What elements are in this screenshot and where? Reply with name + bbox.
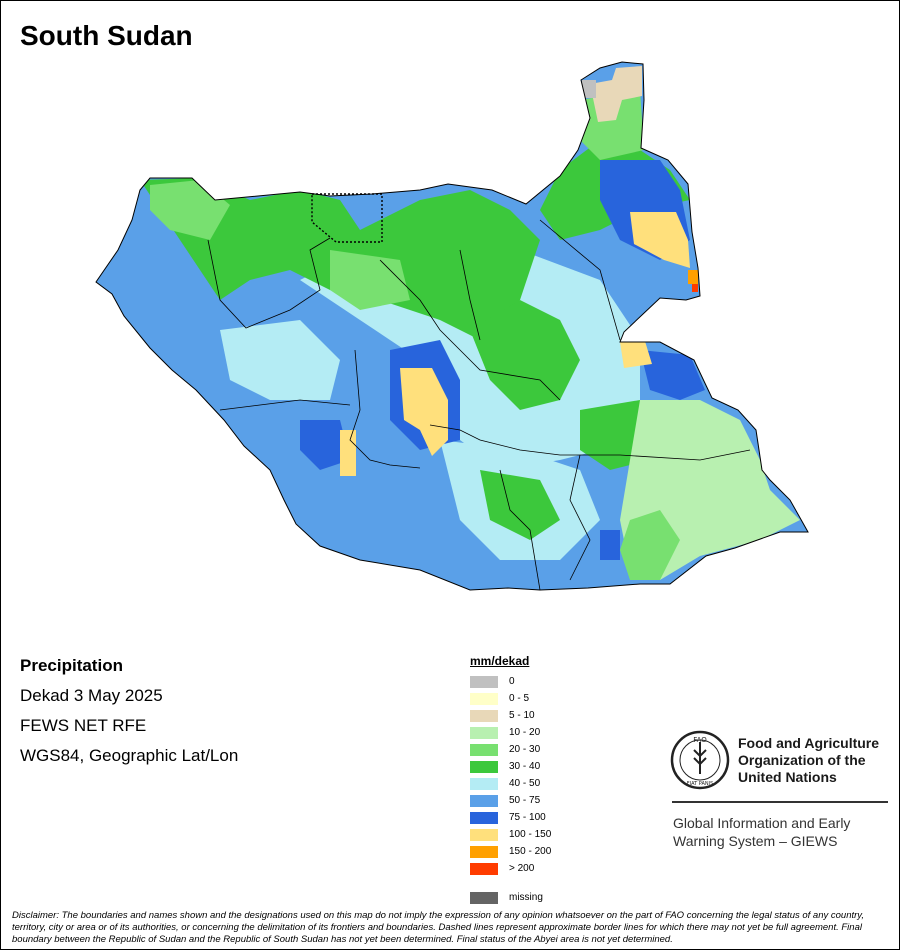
legend-row: 150 - 200 (470, 843, 551, 860)
legend-swatch (470, 760, 498, 773)
legend-label: 0 - 5 (509, 693, 530, 704)
legend-row: 50 - 75 (470, 792, 551, 809)
precip-zone-75-100-east (640, 350, 705, 400)
disclaimer: Disclaimer: The boundaries and names sho… (12, 910, 864, 945)
precip-zone-0-north (582, 80, 596, 98)
legend-label: 100 - 150 (509, 829, 552, 840)
period-label: Dekad 3 May 2025 (20, 686, 163, 705)
fao-name-line: Organization of the (738, 752, 866, 768)
precip-zone-40-50-west (220, 320, 340, 400)
legend-classes: 0 0 - 5 5 - 10 10 - 20 20 - 30 30 - 40 40 - 50… (470, 673, 551, 877)
legend-swatch (470, 811, 498, 824)
map-info: Precipitation Dekad 3 May 2025 FEWS NET … (20, 656, 238, 776)
legend-swatch (470, 794, 498, 807)
legend-label: 75 - 100 (509, 812, 546, 823)
fao-logo-letters: FAO (693, 736, 707, 744)
legend-label: 30 - 40 (509, 761, 541, 772)
precip-zone-30-40-south (480, 470, 560, 540)
legend-title: mm/dekad (470, 654, 530, 668)
legend-swatch (470, 709, 498, 722)
source-label: FEWS NET RFE (20, 716, 147, 735)
legend-label: 150 - 200 (509, 846, 552, 857)
legend-swatch (470, 828, 498, 841)
precip-zone-20-30-se (620, 510, 680, 580)
precip-zone-100-150-center (400, 368, 448, 456)
legend-label: 0 (509, 676, 515, 687)
state-boundaries (207, 219, 751, 591)
giews-line: Warning System – GIEWS (673, 833, 838, 849)
legend-swatch (470, 692, 498, 705)
country-border (95, 61, 809, 591)
precip-zone-150-200 (688, 270, 698, 284)
projection-label: WGS84, Geographic Lat/Lon (20, 746, 239, 765)
precipitation-map (95, 61, 809, 591)
legend-swatch (470, 862, 498, 875)
legend-row: 20 - 30 (470, 741, 551, 758)
legend-row: 5 - 10 (470, 707, 551, 724)
legend-label: 5 - 10 (509, 710, 535, 721)
legend-label: 10 - 20 (509, 727, 541, 738)
abyei-area-outline (311, 193, 383, 243)
precip-zone-75-100-south (600, 530, 620, 560)
fao-name-line: United Nations (738, 769, 837, 785)
legend-label: 20 - 30 (509, 744, 541, 755)
legend-swatch (470, 777, 498, 790)
giews-name: Global Information and Early Warning Sys… (673, 814, 893, 850)
precipitation-field (96, 62, 808, 590)
precip-zone-5-10-north (590, 66, 642, 122)
variable-label: Precipitation (20, 656, 123, 675)
legend-label-missing: missing (509, 892, 543, 903)
legend-label: 40 - 50 (509, 778, 541, 789)
precip-zone-100-150-ne (630, 212, 690, 268)
legend-row: 30 - 40 (470, 758, 551, 775)
giews-line: Global Information and Early (673, 815, 851, 831)
fao-divider (672, 801, 888, 803)
fao-logo-motto: FIAT PANIS (687, 781, 714, 787)
legend: mm/dekad 0 0 - 5 5 - 10 10 - 20 20 - 30 30 - … (470, 654, 551, 906)
fao-name-line: Food and Agriculture (738, 735, 880, 751)
legend-swatch (470, 675, 498, 688)
fao-name: Food and Agriculture Organization of the… (738, 735, 898, 786)
legend-row: 100 - 150 (470, 826, 551, 843)
precip-zone-100-150-west (340, 430, 356, 476)
legend-row: > 200 (470, 860, 551, 877)
legend-row: 75 - 100 (470, 809, 551, 826)
legend-swatch (470, 726, 498, 739)
map-title: South Sudan (20, 20, 193, 51)
legend-row: 0 - 5 (470, 690, 551, 707)
legend-row: 0 (470, 673, 551, 690)
fao-logo-icon: FAO FIAT PANIS (670, 730, 730, 790)
legend-swatch (470, 743, 498, 756)
legend-label: 50 - 75 (509, 795, 541, 806)
precip-zone-above-200 (692, 284, 698, 292)
legend-row: 40 - 50 (470, 775, 551, 792)
precip-zone-20-30-central (330, 250, 410, 310)
legend-swatch-missing (470, 891, 498, 904)
precip-zone-75-100-west (300, 420, 350, 470)
precip-zone-100-150-east (620, 338, 652, 368)
legend-row-missing: missing (470, 889, 551, 906)
precip-zone-30-40-center (470, 300, 580, 410)
legend-swatch (470, 845, 498, 858)
legend-row: 10 - 20 (470, 724, 551, 741)
legend-label: > 200 (509, 863, 535, 874)
